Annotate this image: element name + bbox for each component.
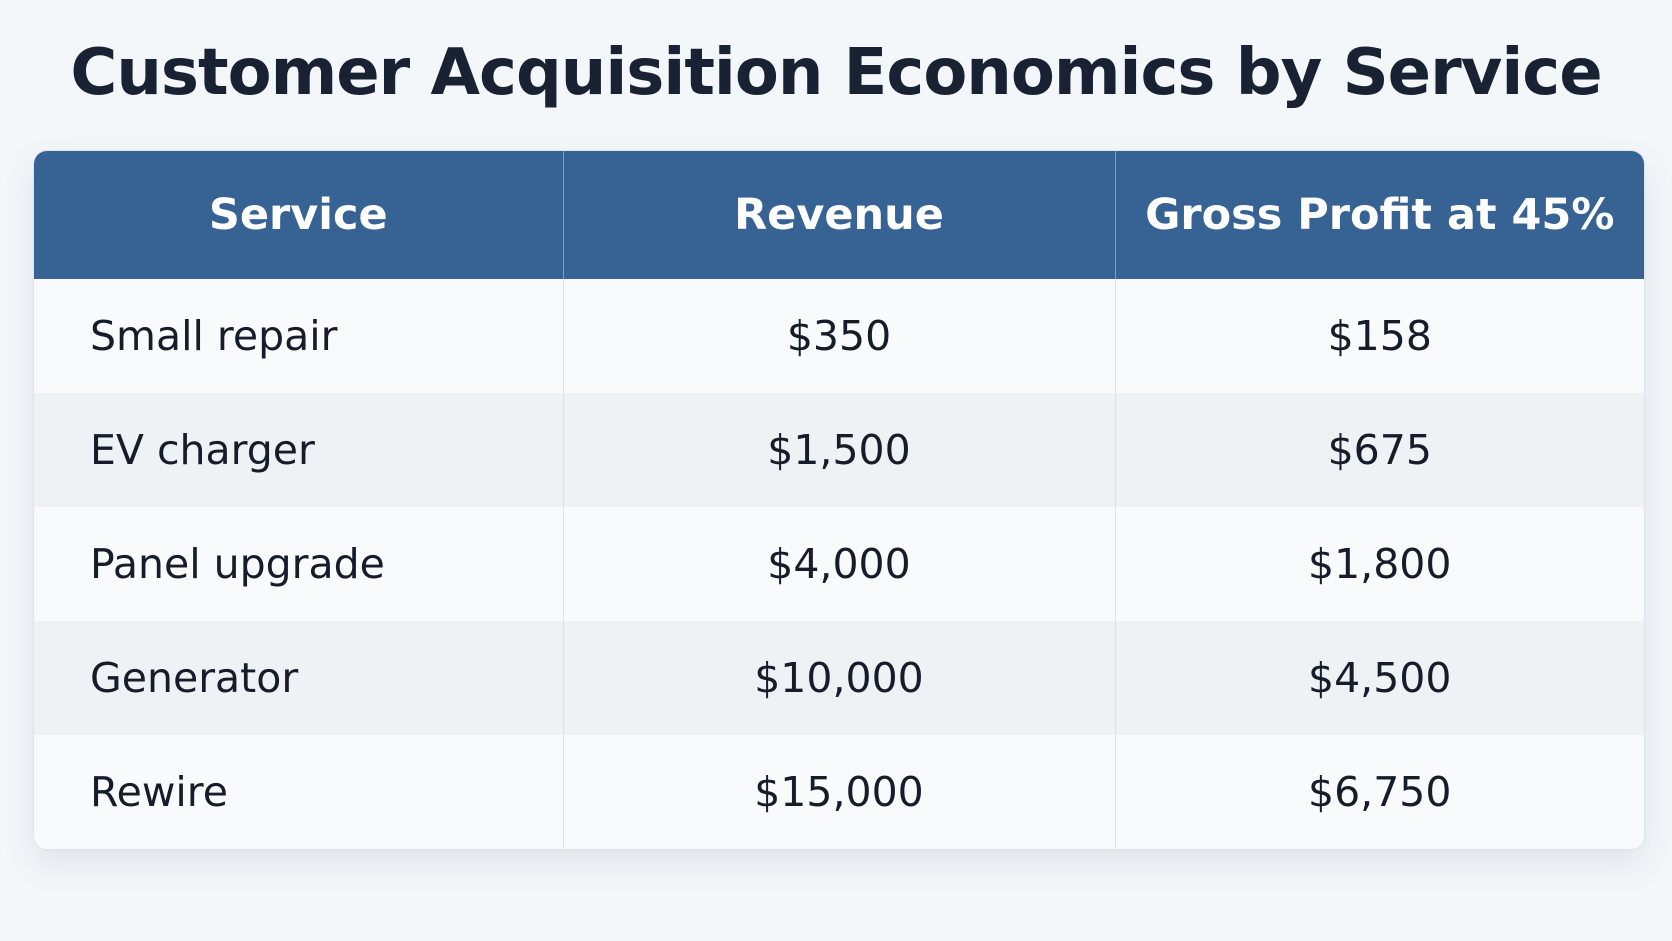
service-cell: Panel upgrade [34,507,564,621]
table-row: EV charger $1,500 $675 [34,393,1644,507]
column-header-service: Service [34,151,564,279]
revenue-cell: $15,000 [563,735,1116,849]
table-row: Small repair $350 $158 [34,279,1644,393]
table-row: Generator $10,000 $4,500 [34,621,1644,735]
page-title: Customer Acquisition Economics by Servic… [70,36,1602,110]
service-cell: Generator [34,621,564,735]
revenue-cell: $1,500 [563,393,1116,507]
service-cell: EV charger [34,393,564,507]
service-cell: Small repair [34,279,564,393]
data-table: Service Revenue Gross Profit at 45% Smal… [34,151,1644,849]
revenue-cell: $10,000 [563,621,1116,735]
table-row: Panel upgrade $4,000 $1,800 [34,507,1644,621]
data-table-card: Service Revenue Gross Profit at 45% Smal… [33,150,1645,850]
gross-profit-cell: $675 [1115,393,1644,507]
service-cell: Rewire [34,735,564,849]
gross-profit-cell: $6,750 [1115,735,1644,849]
gross-profit-cell: $4,500 [1115,621,1644,735]
table-header-row: Service Revenue Gross Profit at 45% [34,151,1644,279]
gross-profit-cell: $158 [1115,279,1644,393]
revenue-cell: $350 [563,279,1116,393]
table-row: Rewire $15,000 $6,750 [34,735,1644,849]
column-header-gross-profit: Gross Profit at 45% [1115,151,1644,279]
revenue-cell: $4,000 [563,507,1116,621]
column-header-revenue: Revenue [563,151,1116,279]
gross-profit-cell: $1,800 [1115,507,1644,621]
